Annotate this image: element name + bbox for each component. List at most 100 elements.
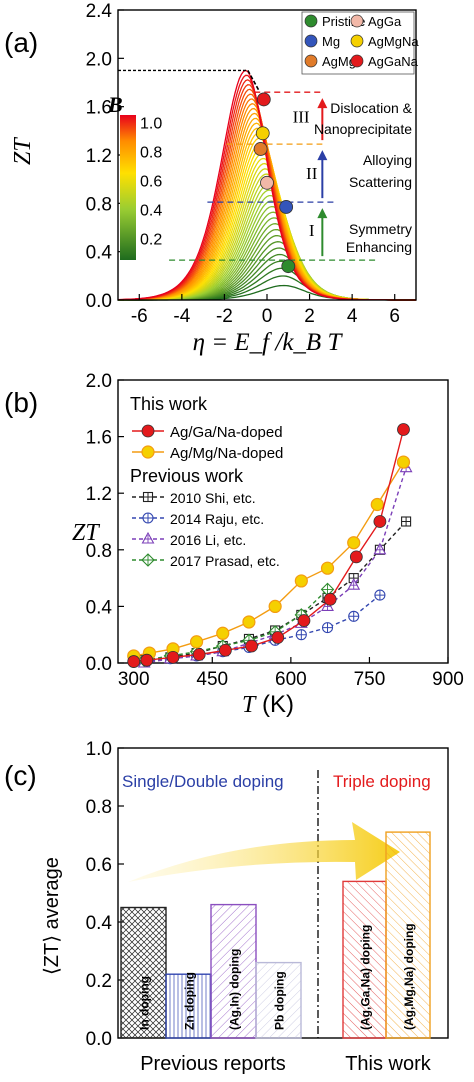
c-y-tick-label: 0.8 [86,797,112,818]
c-bar--ag-in-doping: (Ag,In) doping [210,903,257,1039]
arrow-stage-2-head [317,150,328,161]
b-marker [216,626,230,640]
arrow-stage-3-head [317,98,328,109]
b-marker [320,561,335,575]
stage-label-2: Alloying [363,152,412,168]
b-marker-cross [348,611,359,622]
c-group-label-this-work: This work [345,1053,432,1075]
point-mg [279,200,294,214]
b-legend-label: 2017 Prasad, etc. [170,553,280,569]
c-y-tick-label: 0.6 [86,855,112,876]
a-y-tick-label: 0.8 [86,194,112,215]
b-marker [141,424,155,438]
point-pristine [281,259,296,274]
a-annotations: IIIIIISymmetryEnhancingAlloyingScatterin… [293,100,413,255]
a-x-tick-label: 4 [347,306,358,327]
b-marker-cross [321,583,334,596]
c-axes: 0.0 0.2 0.4 0.6 0.8 1.0 [86,739,124,1050]
legend-marker-agmgna [350,34,364,48]
b-marker [166,650,180,664]
c-bar-label: (Ag,In) doping [228,949,242,1030]
a-x-tick-label: -6 [131,306,148,327]
b-marker [294,574,308,588]
a-y-axis-label: ZT [10,137,36,165]
c-y-axis-label: ⟨ZT⟩ average [41,857,63,975]
stage-numeral-3: III [293,107,310,126]
a-guide-lines [118,69,376,261]
guide-line-peak-slope [247,70,260,91]
c-header-right: Triple doping [333,772,431,791]
c-bar [120,906,167,1039]
a-x-axis-label: η = E_f /k_B T [193,329,344,356]
legend-marker-pristine [304,14,318,28]
c-bar-zn-doping: Zn doping [165,972,212,1039]
b-series-line [144,594,381,663]
a-y-tick-label: 0.4 [86,243,113,264]
c-y-tick-label: 0.2 [86,971,112,992]
c-header-left: Single/Double doping [122,772,284,791]
b-plot-frame [117,379,449,664]
b-marker-cross [374,590,385,601]
b-x-tick-label: 600 [275,669,307,690]
b-legend: This work Previous work Ag/Ga/Na-doped Ag/M… [130,394,283,569]
b-marker-cross [349,581,358,590]
b-marker [347,536,361,550]
c-bar [210,903,257,1039]
a-y-tick-label: 1.6 [86,98,112,119]
legend-label-mg: Mg [322,34,340,49]
b-marker [218,643,232,657]
c-bars: In doping Zn doping (Ag,In) doping Pb dopin… [120,831,431,1039]
colorbar-tick-label: 1.0 [140,115,162,132]
c-bar-in-doping: In doping [120,906,167,1039]
colorbar-tick-label: 0.8 [140,144,162,161]
stage-numeral-1: I [309,221,315,240]
b-marker [242,615,256,629]
colorbar-tick-label: 0.2 [140,231,162,248]
b-legend-label: 2010 Shi, etc. [170,490,256,506]
b-y-tick-label: 1.2 [86,484,112,505]
a-x-tick-label: -2 [216,306,233,327]
panel-a: (a) -6 -4 -2 0 2 4 6 0.0 0.4 0.8 1.2 1.6 2.0 2.4 ZT η… [4,1,419,356]
colorbar-tick-label: 0.6 [140,173,162,190]
b-x-tick-label: 750 [354,669,386,690]
point-agmgna [255,126,270,141]
b-legend-label: 2016 Li, etc. [170,532,246,548]
b-marker [396,455,411,469]
b-marker-cross [143,492,153,502]
c-y-tick-label: 0.0 [86,1029,112,1050]
b-marker [189,635,204,649]
c-bar-label: Zn doping [183,972,197,1030]
a-data-points [253,92,296,274]
b-marker-cross [322,622,333,633]
b-marker [323,592,337,606]
c-bar-label: (Ag,Ga,Na) doping [359,925,373,1030]
legend-marker-aggana [350,54,364,68]
c-bar-label: (Ag,Mg,Na) doping [402,923,416,1030]
a-stage-arrows [317,98,328,257]
b-series-ag-ga-na-doped [127,423,410,668]
b-marker-cross [401,517,411,526]
b-marker [370,497,384,512]
stage-label-1: Symmetry [349,221,412,237]
b-legend-label: 2014 Raju, etc. [170,511,264,527]
panel-b-label: (b) [4,387,38,418]
b-marker [397,423,410,436]
colorbar-gradient [120,115,136,260]
panel-a-label: (a) [4,27,38,58]
b-marker [141,445,155,459]
c-bar-pb-doping: Pb doping [255,961,302,1039]
a-curve [118,253,416,301]
a-axes: -6 -4 -2 0 2 4 6 0.0 0.4 0.8 1.2 1.6 2.0 2.4 [86,1,400,327]
c-bar [165,973,212,1039]
b-marker [373,515,387,528]
b-y-tick-label: 0.0 [86,654,112,675]
a-y-tick-label: 2.4 [86,1,113,22]
legend-label-agga: AgGa [368,14,402,29]
legend-marker-agmg [304,54,318,68]
legend-label-aggana: AgGaNa [368,54,419,69]
b-marker [297,614,311,627]
b-x-tick-label: 450 [196,669,228,690]
b-legend-header-previous-work: Previous work [130,466,244,486]
b-marker [271,631,285,644]
b-marker-cross [143,513,153,523]
